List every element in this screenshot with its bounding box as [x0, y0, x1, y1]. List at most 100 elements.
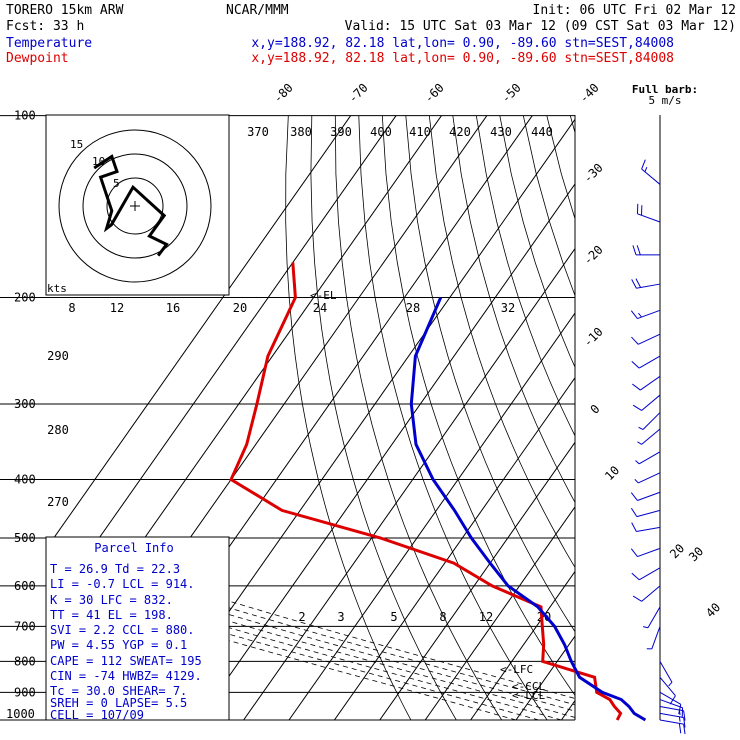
wind-barb — [636, 203, 661, 223]
barb-flag — [630, 507, 638, 517]
isotherm — [333, 376, 575, 720]
dry-adiabat — [381, 115, 575, 697]
temp-label: -80 — [271, 81, 296, 106]
parcel-info-title: Parcel Info — [94, 541, 173, 555]
dry-adiabat — [711, 116, 740, 720]
dry-adiabat — [428, 115, 575, 569]
barb-staff — [651, 626, 661, 650]
theta-label: 270 — [47, 495, 69, 509]
dry-adiabat — [475, 115, 575, 437]
temp-label: -70 — [346, 81, 371, 106]
isotherm — [46, 115, 397, 615]
barb-staff — [637, 547, 661, 558]
barb-staff — [659, 677, 676, 697]
theta-label: 280 — [47, 423, 69, 437]
hodograph-ring — [82, 153, 188, 259]
hodograph-ring — [106, 177, 164, 235]
barb-staff — [638, 472, 661, 484]
wind-barb — [635, 451, 661, 465]
wind-barb — [631, 522, 661, 532]
el-marker: <-EL — [310, 289, 337, 302]
barb-flag — [630, 492, 638, 501]
hodograph-ring-label: 5 — [113, 177, 120, 190]
barb-flag — [632, 595, 642, 602]
pressure-tick-label: 900 — [14, 685, 36, 699]
mixing-ratio-label: 8 — [68, 301, 75, 315]
mixing-ratio-label: 16 — [166, 301, 180, 315]
barb-staff — [647, 606, 661, 628]
dry-adiabat — [452, 115, 575, 504]
temp-label: -10 — [581, 325, 606, 350]
ccl-marker: <-CCL — [512, 680, 545, 693]
wind-barb — [659, 661, 673, 687]
pressure-tick-label: 700 — [14, 619, 36, 633]
temp-label: -40 — [577, 81, 602, 106]
pressure-tick-label: 1000 — [6, 707, 35, 721]
parcel-info-row: Tc = 30.0 SHEAR= 7. — [50, 684, 187, 698]
barb-staff — [637, 309, 661, 320]
barb-flag — [678, 704, 682, 715]
isotherm — [515, 635, 575, 720]
hodograph-ring-label: 10 — [92, 155, 105, 168]
wind-barb — [659, 719, 686, 735]
theta-label: 400 — [370, 125, 392, 139]
theta-label: 430 — [490, 125, 512, 139]
temp-label: 10 — [602, 463, 622, 483]
wind-barb — [634, 472, 661, 484]
header: TORERO 15km ARW NCAR/MMM Init: 06 UTC Fr… — [6, 3, 736, 66]
parcel-info-panel: Parcel Info T = 26.9 Td = 22.3 LI = -0.7… — [45, 536, 230, 722]
wind-barb — [631, 567, 661, 581]
parcel-info-row: PW = 4.55 YGP = 0.1 — [50, 638, 187, 652]
isotherm — [698, 116, 740, 720]
parcel-info-row: K = 30 LFC = 832. — [50, 593, 173, 607]
barb-flag — [683, 717, 686, 728]
temp-label: 20 — [667, 541, 687, 561]
isotherm — [379, 441, 575, 720]
theta-label: 390 — [330, 125, 352, 139]
temperature-line — [409, 296, 647, 722]
temp-label: -60 — [422, 81, 447, 106]
wind-barb — [630, 547, 661, 558]
isotherm — [470, 570, 575, 720]
parcel-info-row: T = 26.9 Td = 22.3 — [50, 562, 180, 576]
wind-barb — [646, 626, 661, 650]
hodograph: 5 10 15 kts — [45, 114, 230, 296]
barb-half-flag — [637, 441, 642, 445]
dry-adiabat — [285, 115, 412, 720]
hodograph-center — [130, 201, 140, 211]
theta-label: 370 — [247, 125, 269, 139]
isotherm — [607, 116, 740, 720]
barb-half-flag — [668, 681, 673, 687]
barb-flag — [635, 278, 642, 288]
dry-adiabat — [310, 115, 457, 720]
theta-label: 290 — [47, 349, 69, 363]
pressure-tick-label: 200 — [14, 291, 36, 305]
barb-flag — [630, 310, 638, 319]
theta-label: 440 — [531, 125, 553, 139]
isotherm — [424, 506, 575, 720]
barb-staff — [637, 213, 661, 223]
pressure-tick-label: 400 — [14, 472, 36, 486]
isotherm — [243, 247, 575, 720]
profiles — [229, 262, 647, 722]
isotherm — [652, 116, 740, 720]
parcel-info-box — [45, 536, 230, 721]
barb-flag — [631, 336, 639, 345]
wind-barbs: Full barb: 5 m/s — [630, 83, 698, 735]
barb-staff — [659, 691, 682, 705]
mixing-ratio-label: 20 — [233, 301, 247, 315]
barb-staff — [641, 585, 661, 602]
pressure-tick-label: 100 — [14, 109, 36, 123]
barb-flag — [683, 710, 686, 721]
barb-half-flag — [635, 460, 640, 465]
barb-flag — [683, 724, 686, 735]
dewpoint-location: x,y=188.92, 82.18 lat,lon= 0.90, -89.60 … — [251, 51, 674, 66]
temp-label: 30 — [686, 544, 706, 564]
wind-barb — [631, 278, 661, 289]
barb-flag — [631, 279, 637, 289]
barb-flag — [631, 572, 640, 581]
temp-label: -50 — [499, 81, 524, 106]
barb-flag — [632, 404, 642, 411]
barb-half-flag — [644, 166, 648, 172]
theta-label: 410 — [409, 125, 431, 139]
